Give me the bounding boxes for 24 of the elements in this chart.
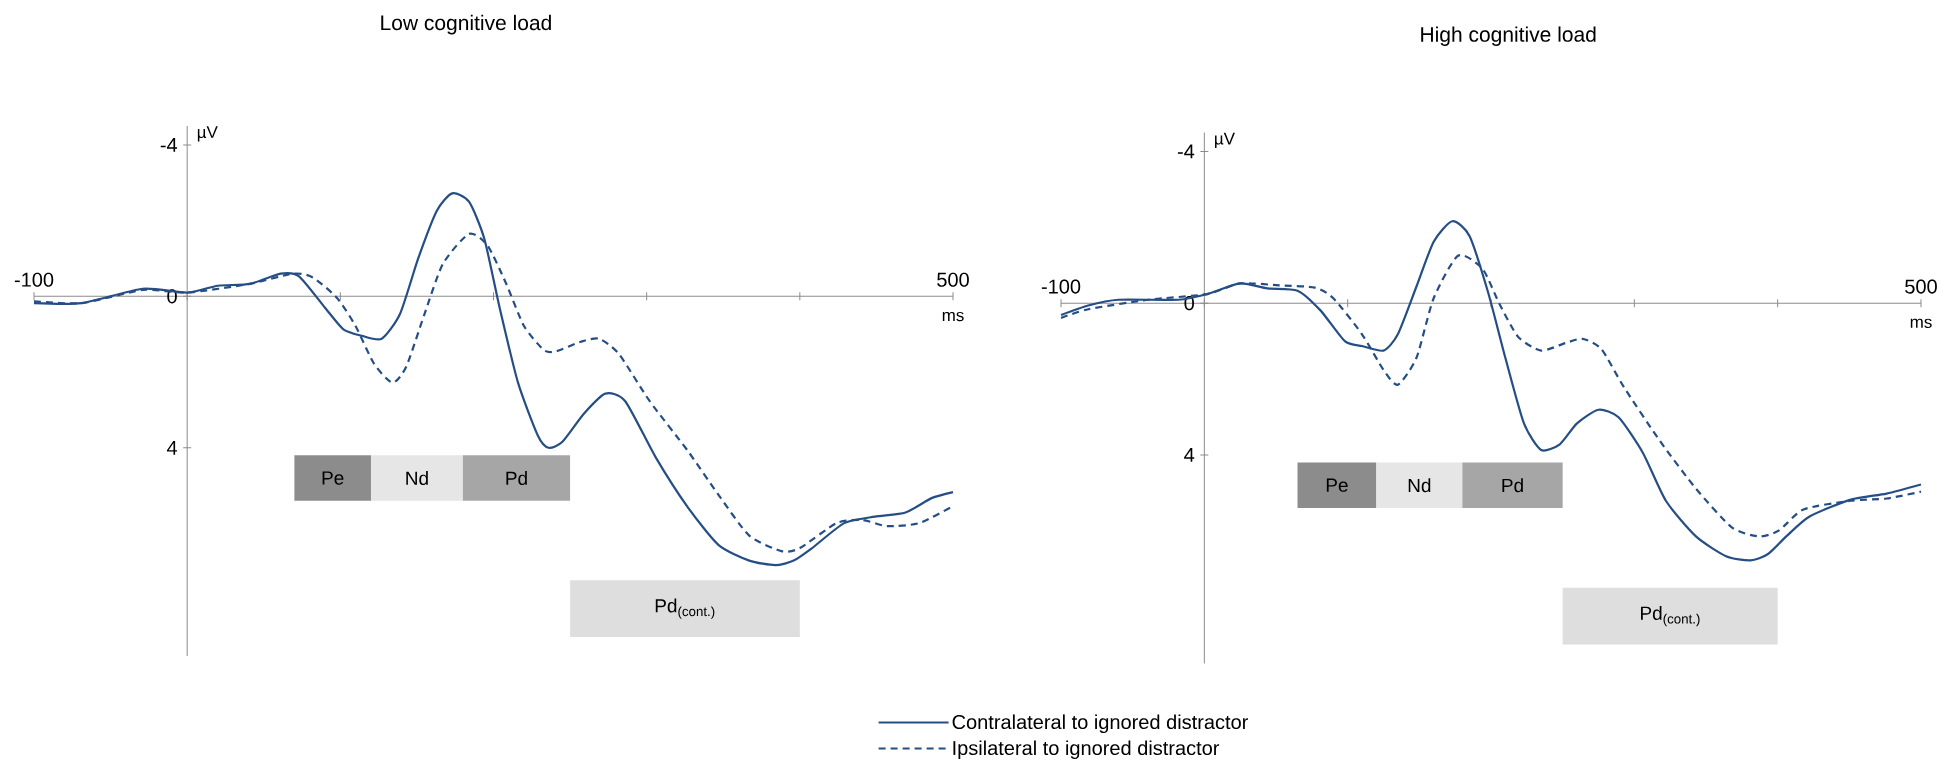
band-label: Nd: [406, 471, 428, 486]
y-tick-label: -4: [160, 138, 178, 152]
band-label: Pd: [506, 471, 527, 486]
x-axis-title: ms: [942, 311, 964, 322]
band-label: Pe: [1326, 478, 1348, 492]
band-label: Pd: [1502, 478, 1523, 493]
y-axis-title: µV: [197, 126, 218, 142]
x-tick-label: -100: [14, 272, 54, 287]
y-tick-label: 4: [166, 440, 178, 455]
band-label: Nd: [1408, 478, 1431, 493]
band-label: Pd$_{(cont.)}$: [655, 598, 715, 619]
legend-label: Ipsilateral to ignored distractor: [953, 740, 1220, 760]
y-axis-title: µV: [1215, 132, 1235, 148]
chart-title: Low cognitive load: [381, 14, 551, 35]
y-tick-label: 4: [1184, 448, 1195, 462]
x-tick-label: -100: [1041, 279, 1081, 294]
band-label: Pe: [322, 471, 344, 485]
x-axis-title: ms: [1910, 318, 1932, 329]
legend-label: Contralateral to ignored distractor: [952, 714, 1249, 734]
x-tick-label: 500: [1905, 279, 1937, 294]
band-label: Pd$_{(cont.)}$: [1641, 605, 1700, 627]
chart-title: High cognitive load: [1421, 26, 1596, 47]
y-tick-label: -4: [1177, 144, 1195, 159]
x-tick-label: 500: [937, 272, 969, 287]
